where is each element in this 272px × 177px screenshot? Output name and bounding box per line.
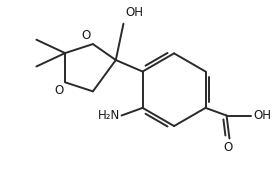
Text: O: O xyxy=(224,141,233,154)
Text: O: O xyxy=(82,29,91,42)
Text: H₂N: H₂N xyxy=(97,109,120,122)
Text: O: O xyxy=(54,84,63,97)
Text: OH: OH xyxy=(253,109,271,122)
Text: OH: OH xyxy=(125,6,143,19)
